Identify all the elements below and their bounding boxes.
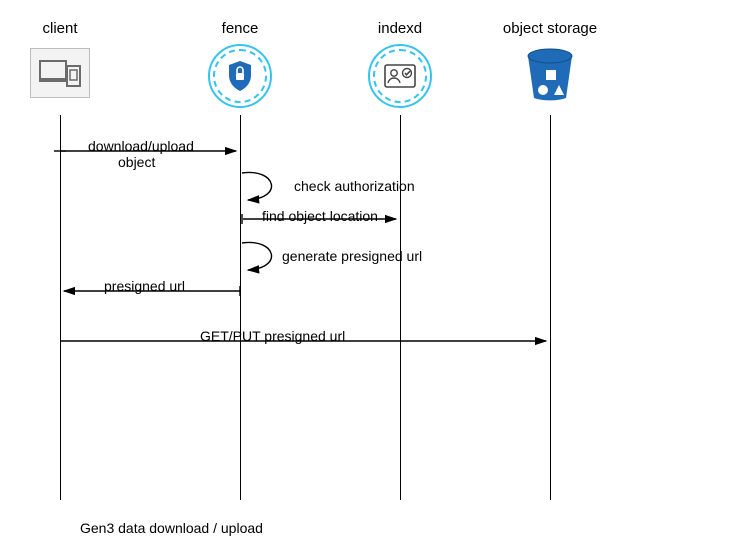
msg-label-download-l1: download/upload xyxy=(88,138,194,154)
msg-tick2 xyxy=(240,214,244,224)
msg-label-getput: GET/PUT presigned url xyxy=(200,328,345,344)
msg-label-download-l2: object xyxy=(118,154,155,170)
lifeline-storage xyxy=(550,115,551,500)
msg-label-presigned: presigned url xyxy=(104,278,185,294)
lifeline-client xyxy=(60,115,61,500)
msg-label-authz: check authorization xyxy=(294,178,415,194)
msg-tick3 xyxy=(236,286,244,296)
lifeline-indexd xyxy=(400,115,401,500)
msg-check-authz xyxy=(240,170,290,206)
msg-label-find: find object location xyxy=(262,208,378,224)
id-card-icon xyxy=(368,44,432,108)
diagram-caption: Gen3 data download / upload xyxy=(80,520,263,536)
actor-label-storage: object storage xyxy=(503,20,597,37)
shield-icon xyxy=(208,44,272,108)
msg-tick xyxy=(54,150,66,152)
bucket-icon xyxy=(524,48,576,109)
sequence-diagram: client fence indexd object storage xyxy=(0,0,756,555)
actor-label-client: client xyxy=(42,20,77,37)
actor-label-fence: fence xyxy=(222,20,259,37)
msg-label-generate: generate presigned url xyxy=(282,248,422,264)
actor-label-indexd: indexd xyxy=(378,20,422,37)
devices-icon xyxy=(30,48,90,98)
